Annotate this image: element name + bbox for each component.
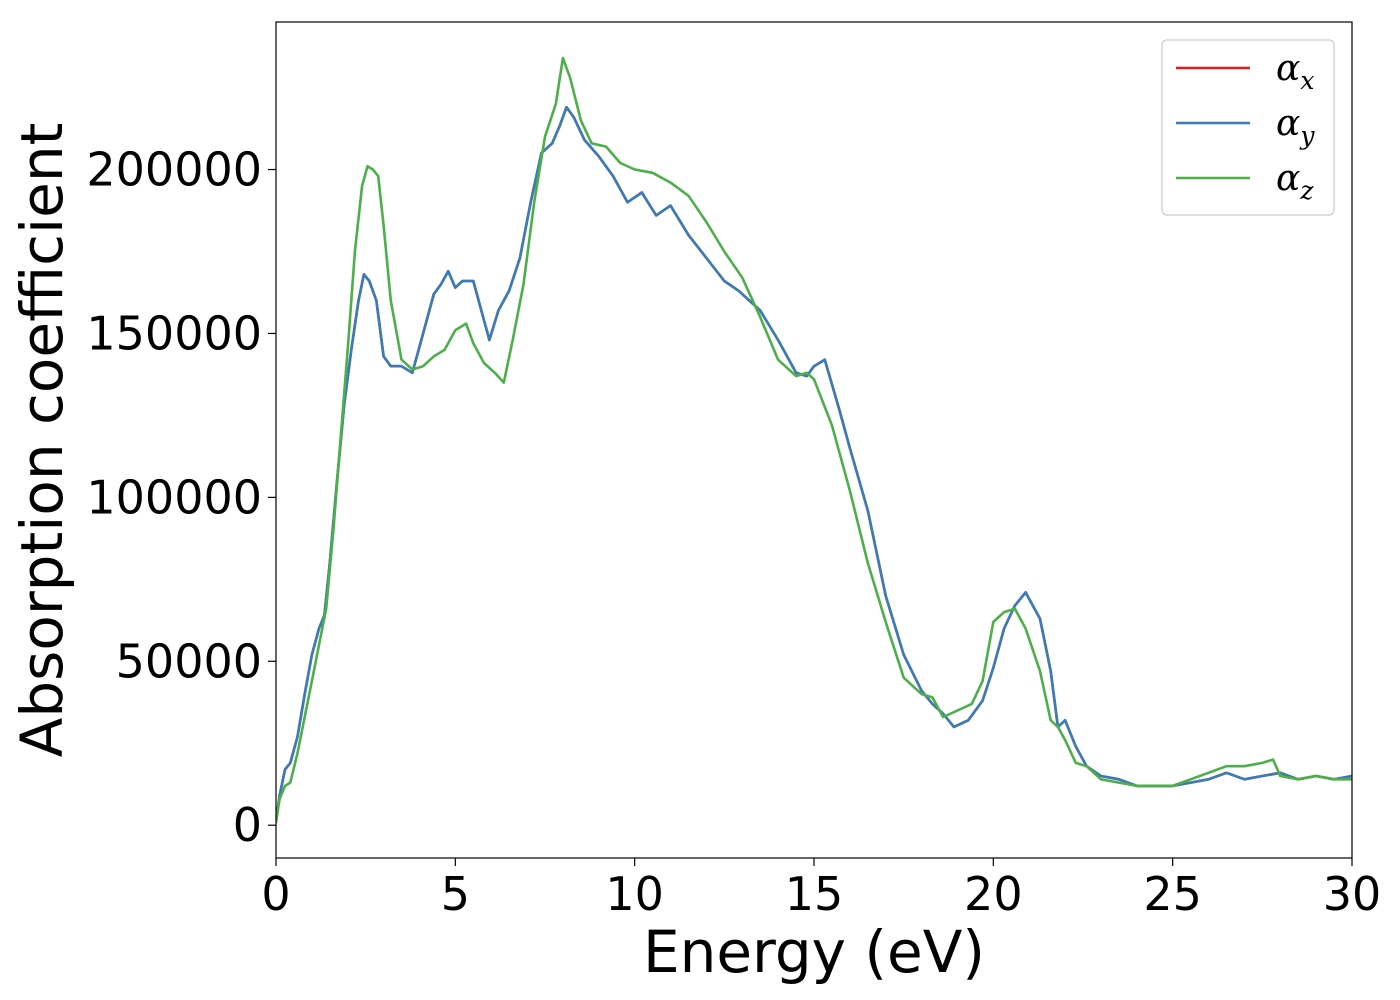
series-layer (276, 56, 1352, 824)
series-line-y (276, 105, 1352, 824)
x-tick-label: 0 (261, 867, 290, 921)
y-tick-label: 200000 (86, 143, 262, 197)
legend-label-y: αy (1276, 103, 1315, 150)
x-tick-label: 20 (964, 867, 1023, 921)
series-line-z (276, 56, 1352, 824)
y-tick-label: 100000 (86, 470, 262, 524)
x-axis-title: Energy (eV) (643, 918, 985, 986)
ticks-layer: 0 5 10 15 20 25 30 0 50000 100000 150000 200000 (86, 143, 1381, 921)
y-tick-label: 0 (233, 798, 262, 852)
x-tick-label: 15 (785, 867, 844, 921)
y-tick-label: 50000 (116, 634, 262, 688)
legend: αx αy αz (1161, 39, 1335, 216)
y-tick-label: 150000 (86, 306, 262, 360)
x-tick-label: 10 (605, 867, 664, 921)
legend-label-z: αz (1276, 158, 1314, 205)
legend-box (1161, 39, 1335, 216)
x-tick-label: 5 (441, 867, 470, 921)
y-axis-title: Absorption coefficient (8, 123, 76, 758)
legend-label-x: αx (1276, 48, 1314, 95)
x-tick-label: 30 (1323, 867, 1382, 921)
x-tick-label: 25 (1143, 867, 1202, 921)
